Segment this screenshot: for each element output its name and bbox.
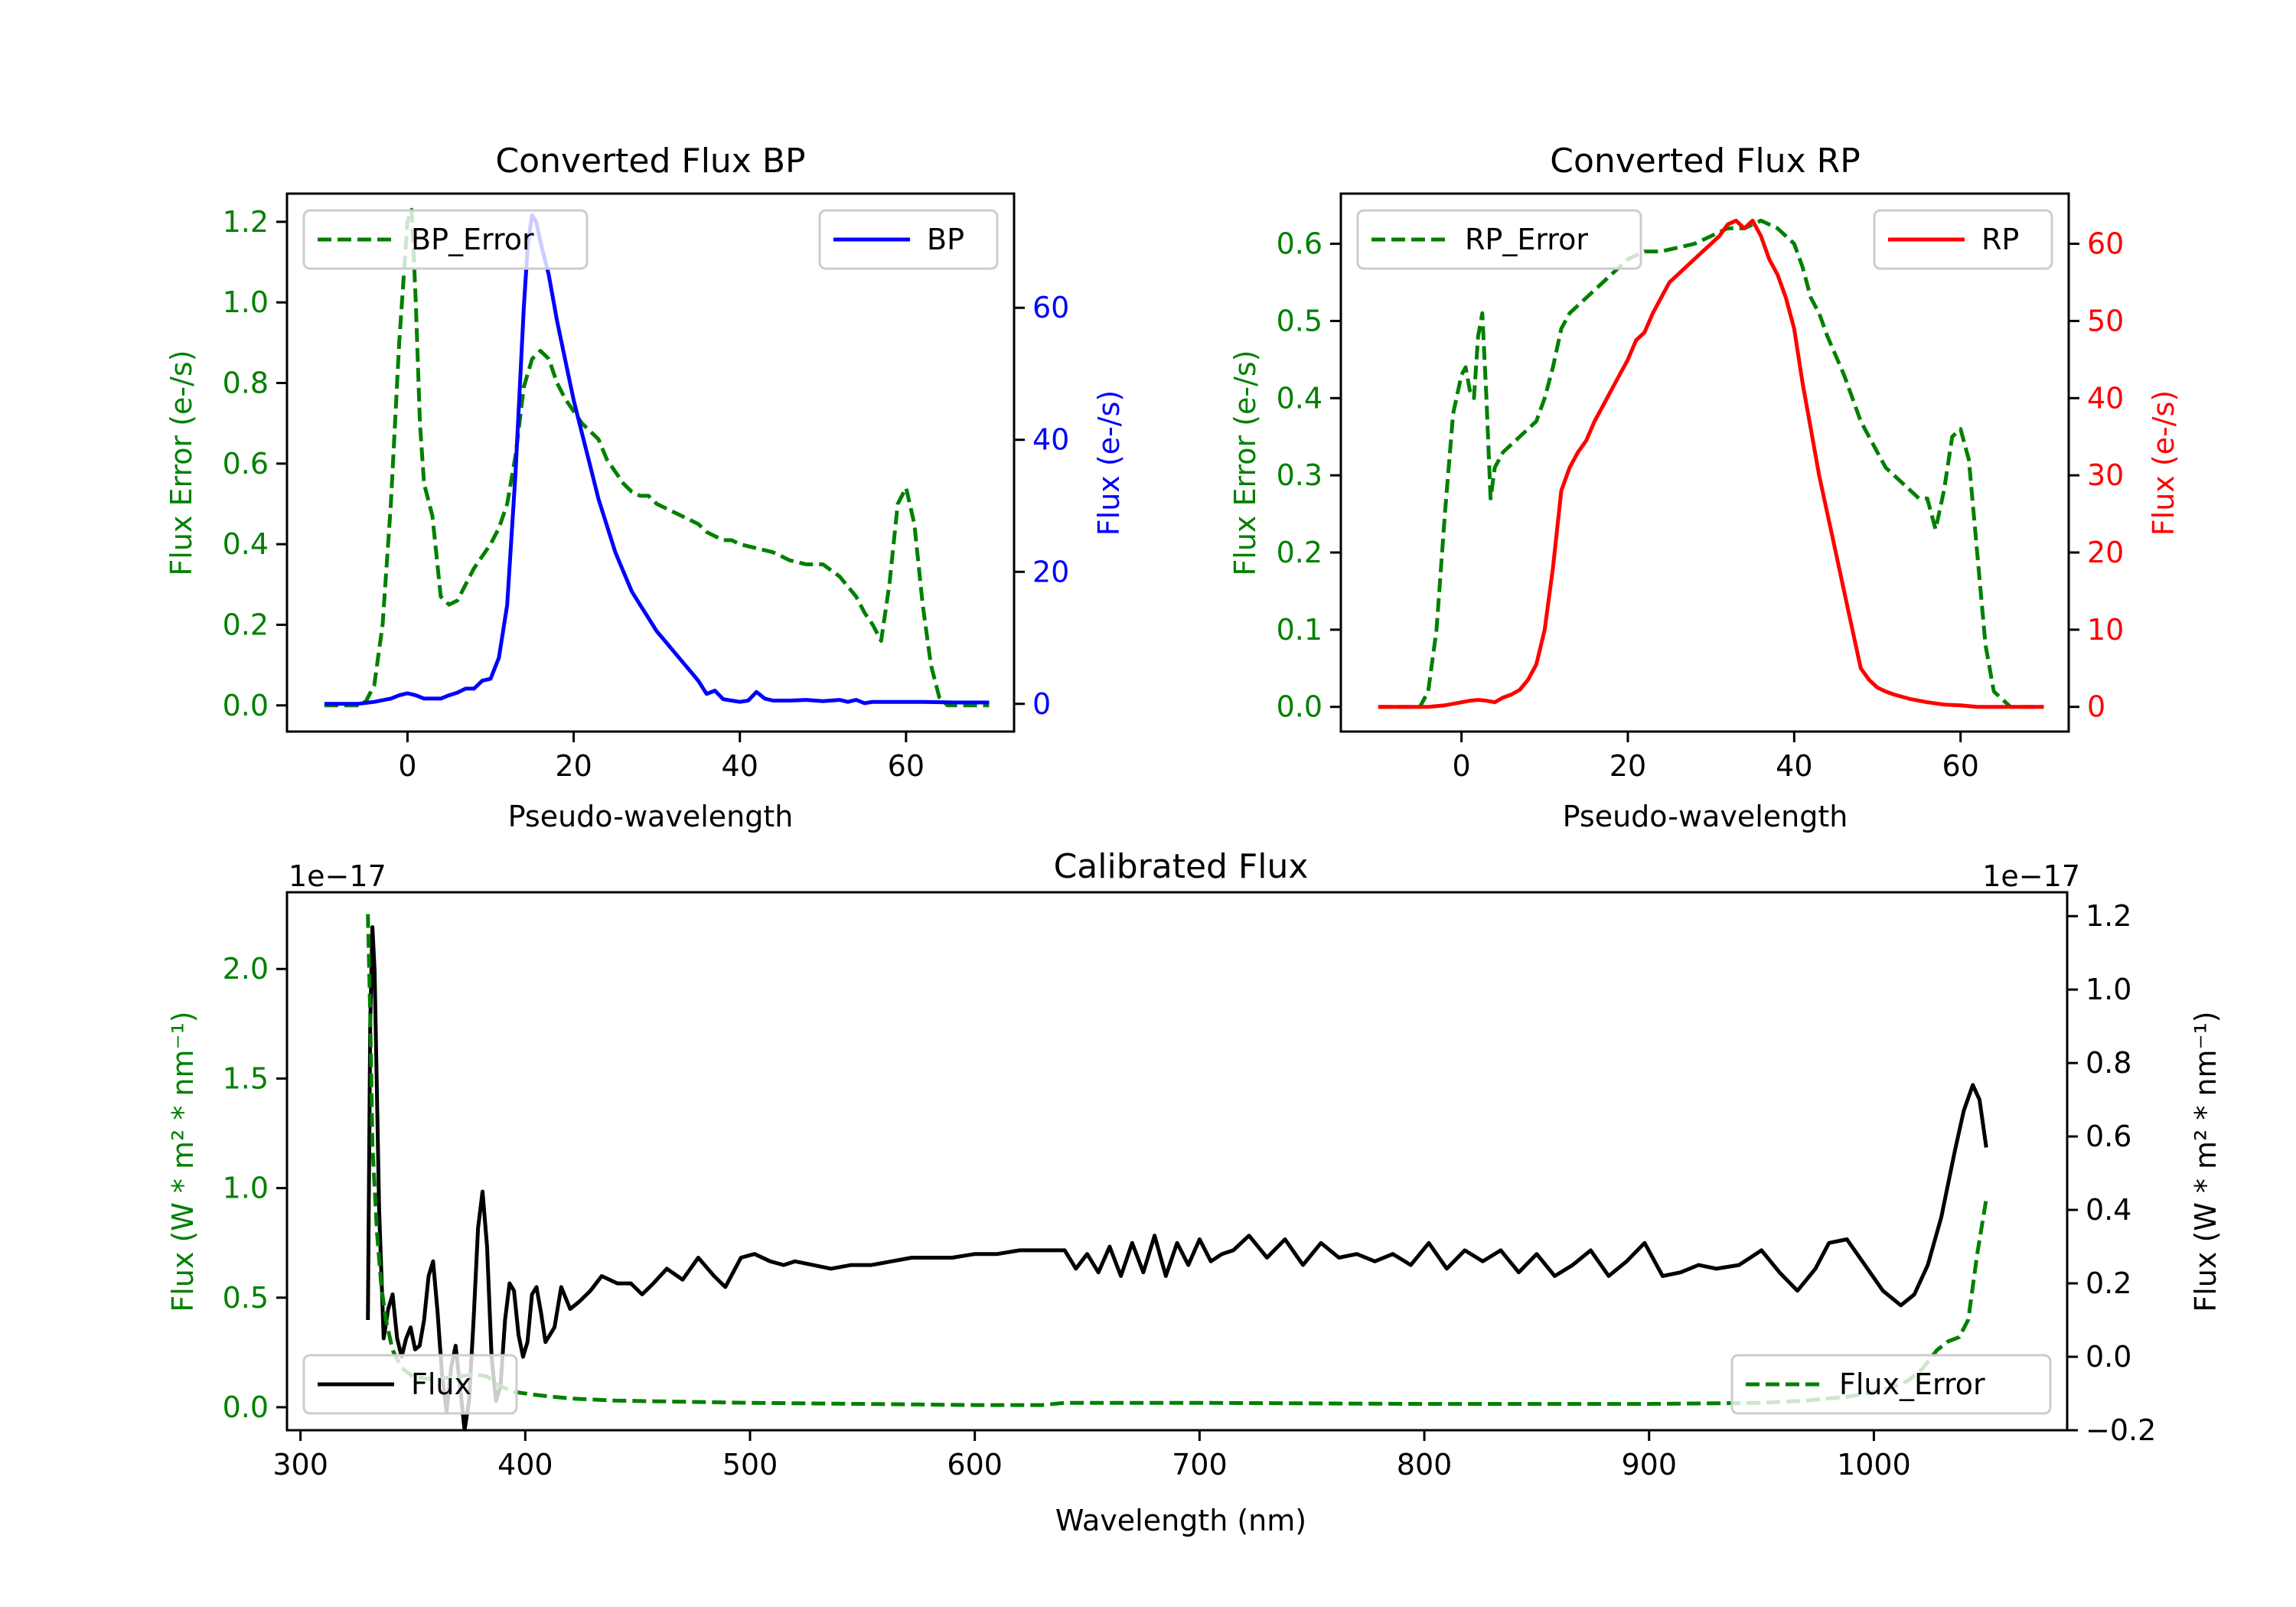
panel-converted-flux-bp: Converted Flux BP Pseudo-wavelength Flux… bbox=[165, 142, 1126, 833]
y-tick-label-right: 40 bbox=[2087, 381, 2124, 415]
y-tick-label-right: 0.6 bbox=[2086, 1120, 2131, 1153]
legend-error: Flux_Error bbox=[1730, 1354, 2052, 1415]
legend-box bbox=[1356, 209, 1642, 270]
y-tick-label-right: 1.0 bbox=[2086, 973, 2131, 1006]
legend-label: BP_Error bbox=[411, 223, 534, 256]
series-bp-error bbox=[324, 207, 990, 708]
y-axis-label-left: Flux (W * m² * nm⁻¹) bbox=[166, 1011, 200, 1312]
plot-marks bbox=[324, 207, 990, 708]
plot-frame bbox=[285, 891, 2069, 1432]
y-tick-label-right: 0.4 bbox=[2086, 1193, 2131, 1227]
y-tick-label-right: 0.0 bbox=[2086, 1340, 2131, 1374]
x-tick-label: 900 bbox=[1621, 1448, 1677, 1482]
y-tick-label-left: 0.2 bbox=[223, 608, 269, 641]
x-axis-label: Pseudo-wavelength bbox=[508, 800, 794, 833]
axes: 300 400 500 600 700 800 900 1000 0.0 0.5 1.0 1.5 2.0… bbox=[223, 891, 2156, 1482]
series-rp-error bbox=[1378, 218, 2044, 709]
x-axis-label: Pseudo-wavelength bbox=[1563, 800, 1848, 833]
y-tick-label-left: 0.4 bbox=[223, 527, 269, 561]
y-tick-label-left: 1.0 bbox=[223, 285, 269, 319]
y-tick-label-left: 1.2 bbox=[223, 205, 269, 239]
y-tick-label-left: 0.4 bbox=[1277, 381, 1322, 415]
chart-title: Converted Flux RP bbox=[1550, 142, 1861, 181]
y-tick-label-left: 0.5 bbox=[223, 1281, 269, 1315]
legend-label: RP_Error bbox=[1465, 223, 1588, 256]
y-tick-label-right: 0 bbox=[2087, 690, 2105, 724]
x-tick-label: 700 bbox=[1172, 1448, 1228, 1482]
y-tick-label-right: 0.8 bbox=[2086, 1046, 2131, 1080]
y-tick-label-right: 60 bbox=[2087, 227, 2124, 261]
x-tick-label: 1000 bbox=[1837, 1448, 1911, 1482]
legend-label: Flux_Error bbox=[1839, 1367, 1985, 1401]
chart-title: Converted Flux BP bbox=[495, 142, 805, 181]
y-tick-label-left: 0.2 bbox=[1277, 536, 1322, 569]
y-tick-label-left: 2.0 bbox=[223, 952, 269, 986]
x-axis-label: Wavelength (nm) bbox=[1055, 1504, 1306, 1537]
y-tick-label-left: 0.0 bbox=[1277, 690, 1322, 724]
legend-flux: BP bbox=[818, 209, 999, 270]
y-tick-label-left: 0.0 bbox=[223, 1390, 269, 1424]
y-tick-label-right: 20 bbox=[1032, 555, 1069, 588]
x-tick-label: 300 bbox=[272, 1448, 328, 1482]
y-tick-label-left: 1.5 bbox=[223, 1061, 269, 1095]
y-tick-label-right: 0 bbox=[1032, 687, 1051, 721]
y-axis-label-right: Flux (e-/s) bbox=[1092, 390, 1126, 536]
legend-flux: Flux bbox=[302, 1354, 518, 1415]
x-tick-label: 40 bbox=[1776, 749, 1812, 783]
axes: 0 20 40 60 0.0 0.1 0.2 0.3 0.4 0.5 0.6 0 10 20 30 40 50 6… bbox=[1277, 192, 2124, 783]
y-axis-label-left: Flux Error (e-/s) bbox=[1228, 350, 1262, 575]
x-tick-label: 20 bbox=[1609, 749, 1646, 783]
chart-title: Calibrated Flux bbox=[1054, 847, 1309, 886]
x-tick-label: 40 bbox=[722, 749, 758, 783]
legend-label: BP bbox=[927, 223, 964, 256]
y-tick-label-left: 0.6 bbox=[1277, 227, 1322, 261]
x-tick-label: 60 bbox=[888, 749, 925, 783]
y-tick-label-left: 0.1 bbox=[1277, 613, 1322, 647]
series-rp bbox=[1378, 218, 2044, 709]
legend-box bbox=[1730, 1354, 2052, 1415]
y-tick-label-right: 1.2 bbox=[2086, 899, 2131, 933]
y-axis-label-right: Flux (W * m² * nm⁻¹) bbox=[2189, 1011, 2223, 1312]
legend-flux: RP bbox=[1873, 209, 2053, 270]
x-tick-label: 0 bbox=[398, 749, 416, 783]
y-tick-label-right: 50 bbox=[2087, 304, 2124, 337]
legend-label: Flux bbox=[411, 1367, 471, 1401]
x-tick-label: 500 bbox=[722, 1448, 778, 1482]
offset-label-right: 1e−17 bbox=[1982, 859, 2080, 893]
y-axis-label-right: Flux (e-/s) bbox=[2147, 390, 2180, 536]
x-tick-label: 60 bbox=[1942, 749, 1979, 783]
offset-label-left: 1e−17 bbox=[289, 859, 386, 893]
x-tick-label: 600 bbox=[947, 1448, 1003, 1482]
y-tick-label-right: −0.2 bbox=[2086, 1413, 2156, 1447]
panel-converted-flux-rp: Converted Flux RP Pseudo-wavelength Flux… bbox=[1228, 142, 2180, 833]
x-tick-label: 400 bbox=[497, 1448, 553, 1482]
y-tick-label-right: 0.2 bbox=[2086, 1266, 2131, 1300]
y-tick-label-left: 0.6 bbox=[223, 447, 269, 481]
x-tick-label: 20 bbox=[555, 749, 592, 783]
legend-box bbox=[302, 209, 589, 270]
y-tick-label-left: 1.0 bbox=[223, 1172, 269, 1205]
panel-calibrated-flux: Calibrated Flux Wavelength (nm) Flux (W … bbox=[166, 847, 2223, 1537]
y-axis-label-left: Flux Error (e-/s) bbox=[165, 350, 198, 575]
axes: 0 20 40 60 0.0 0.2 0.4 0.6 0.8 1.0 1.2 0 20 40 60 bbox=[223, 192, 1069, 783]
y-tick-label-right: 30 bbox=[2087, 458, 2124, 492]
series-bp bbox=[324, 214, 990, 706]
y-tick-label-right: 20 bbox=[2087, 536, 2124, 569]
y-tick-label-right: 60 bbox=[1032, 291, 1069, 324]
legend-error: BP_Error bbox=[302, 209, 589, 270]
y-tick-label-right: 10 bbox=[2087, 613, 2124, 647]
y-tick-label-left: 0.8 bbox=[223, 366, 269, 399]
plot-frame bbox=[1339, 192, 2070, 733]
x-tick-label: 800 bbox=[1397, 1448, 1453, 1482]
legend-error: RP_Error bbox=[1356, 209, 1642, 270]
y-tick-label-left: 0.3 bbox=[1277, 458, 1322, 492]
plot-marks bbox=[1378, 218, 2044, 709]
y-tick-label-right: 40 bbox=[1032, 423, 1069, 457]
x-tick-label: 0 bbox=[1453, 749, 1471, 783]
legend-label: RP bbox=[1981, 223, 2019, 256]
y-tick-label-left: 0.5 bbox=[1277, 304, 1322, 337]
legend-box bbox=[302, 1354, 518, 1415]
y-tick-label-left: 0.0 bbox=[223, 689, 269, 722]
